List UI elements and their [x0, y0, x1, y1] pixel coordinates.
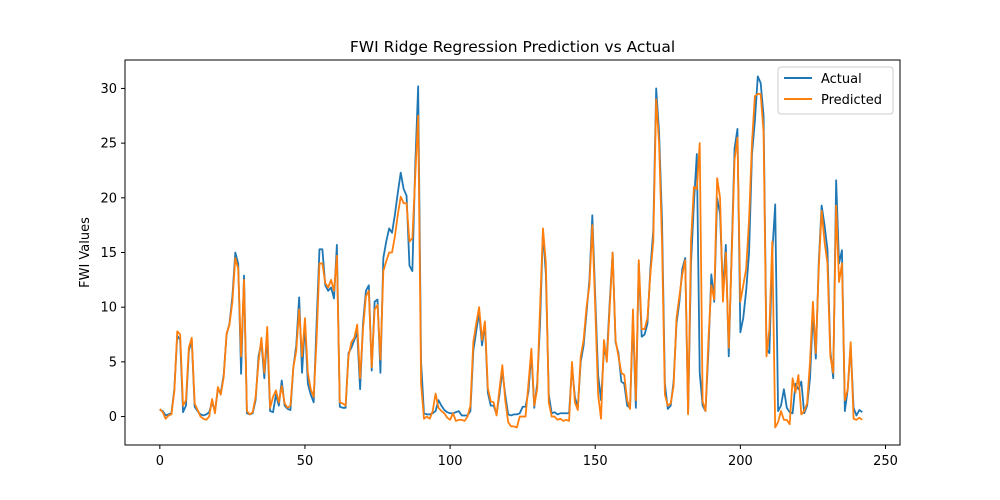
chart-title: FWI Ridge Regression Prediction vs Actua… — [350, 38, 675, 56]
y-tick-label: 30 — [100, 82, 117, 97]
x-tick-label: 100 — [438, 454, 463, 469]
y-tick-label: 0 — [109, 410, 117, 425]
series-line-actual — [159, 75, 863, 417]
series-line-predicted — [159, 93, 863, 429]
x-axis: 0 50 100 150 200 250 — [156, 445, 898, 469]
y-axis: 0 5 10 15 20 25 30 — [100, 82, 125, 425]
y-tick-label: 5 — [109, 355, 117, 370]
legend-label-predicted: Predicted — [821, 93, 882, 108]
y-tick-label: 25 — [100, 137, 117, 152]
x-tick-label: 0 — [156, 454, 164, 469]
x-tick-label: 150 — [583, 454, 608, 469]
legend-label-actual: Actual — [821, 72, 862, 87]
x-tick-label: 250 — [873, 454, 898, 469]
y-tick-label: 15 — [100, 246, 117, 261]
y-tick-label: 20 — [100, 191, 117, 206]
plot-area — [159, 75, 863, 429]
x-tick-label: 50 — [297, 454, 314, 469]
x-tick-label: 200 — [728, 454, 753, 469]
legend: Actual Predicted — [777, 66, 894, 115]
y-axis-label: FWI Values — [78, 217, 93, 288]
y-tick-label: 10 — [100, 301, 117, 316]
